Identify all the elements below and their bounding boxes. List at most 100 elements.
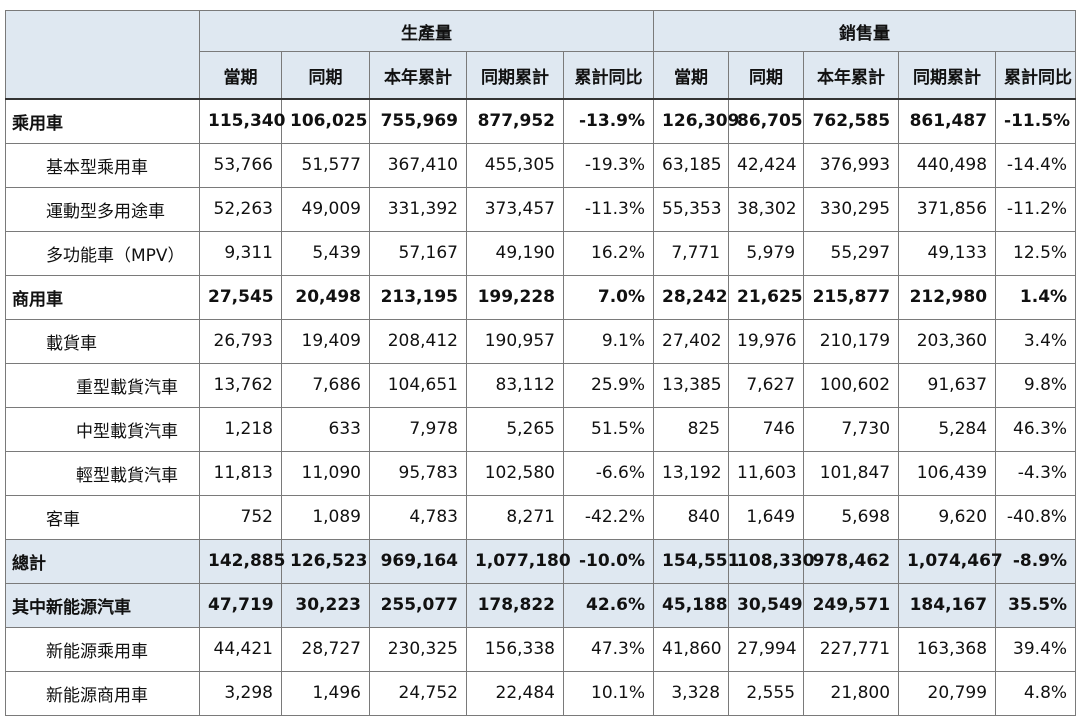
sales-cell: 1,649 (728, 494, 805, 540)
table-row: 總計 142,885 126,523 969,164 1,077,180 -10.0% 15… (5, 538, 1077, 584)
production-cell: -10.0% (562, 538, 655, 584)
sales-cell: 227,771 (803, 626, 900, 672)
col-header: 同期 (728, 51, 805, 100)
sales-cell: 21,800 (803, 670, 900, 716)
production-cell: 13,762 (199, 362, 282, 408)
sales-cell: 1,074,467 (898, 538, 1003, 584)
col-header: 同期累計 (898, 51, 997, 100)
sales-header: 銷售量 (653, 10, 1077, 52)
production-cell: 52,263 (199, 186, 282, 232)
production-cell: 26,793 (199, 318, 282, 364)
sales-cell: 371,856 (898, 186, 997, 232)
production-cell: 19,409 (281, 318, 370, 364)
sales-cell: 20,799 (898, 670, 997, 716)
production-cell: 9.1% (562, 318, 655, 364)
production-cell: 1,218 (199, 406, 282, 452)
production-cell: 49,190 (466, 230, 564, 276)
production-cell: -19.3% (562, 142, 655, 188)
row-label: 重型載貨汽車 (5, 362, 200, 408)
sales-cell: -4.3% (995, 450, 1077, 496)
table-row: 重型載貨汽車 13,762 7,686 104,651 83,112 25.9% 13,38… (5, 362, 1077, 408)
sales-cell: 9.8% (995, 362, 1077, 408)
production-header: 生產量 (198, 10, 655, 52)
production-cell: 9,311 (199, 230, 282, 276)
production-cell: 190,957 (466, 318, 564, 364)
col-header: 累計同比 (562, 51, 655, 100)
table-row: 多功能車（MPV） 9,311 5,439 57,167 49,190 16.2% 7,77… (5, 230, 1077, 276)
table-row: 基本型乘用車 53,766 51,577 367,410 455,305 -19.3% 63… (5, 142, 1077, 188)
production-cell: 208,412 (369, 318, 467, 364)
sales-cell: 978,462 (803, 538, 900, 584)
col-header: 本年累計 (803, 51, 900, 100)
production-cell: 178,822 (466, 582, 564, 628)
sales-cell: 5,698 (803, 494, 900, 540)
production-cell: 10.1% (562, 670, 655, 716)
sales-cell: 13,192 (653, 450, 730, 496)
production-cell: -42.2% (562, 494, 655, 540)
production-cell: 7,978 (369, 406, 467, 452)
production-cell: 1,077,180 (466, 538, 571, 584)
sales-cell: 210,179 (803, 318, 900, 364)
production-cell: 373,457 (466, 186, 564, 232)
sales-cell: 30,549 (728, 582, 805, 628)
row-label: 商用車 (5, 274, 200, 320)
production-cell: 331,392 (369, 186, 467, 232)
sales-cell: 5,284 (898, 406, 997, 452)
sales-cell: 38,302 (728, 186, 805, 232)
production-cell: 755,969 (369, 98, 467, 144)
production-cell: 5,439 (281, 230, 370, 276)
table-row: 新能源乘用車 44,421 28,727 230,325 156,338 47.3% 41,… (5, 626, 1077, 672)
production-cell: 455,305 (466, 142, 564, 188)
sales-cell: 91,637 (898, 362, 997, 408)
sales-cell: 249,571 (803, 582, 900, 628)
production-cell: 115,340 (199, 98, 285, 144)
production-cell: -13.9% (562, 98, 655, 144)
group-header-row: 生產量 銷售量 (5, 10, 1077, 100)
sales-cell: 376,993 (803, 142, 900, 188)
sales-cell: 5,979 (728, 230, 805, 276)
sales-cell: 12.5% (995, 230, 1077, 276)
sales-cell: 35.5% (995, 582, 1077, 628)
production-cell: 20,498 (281, 274, 370, 320)
sales-cell: -14.4% (995, 142, 1077, 188)
table-row: 商用車 27,545 20,498 213,195 199,228 7.0% 28,242 2… (5, 274, 1077, 320)
sales-cell: 840 (653, 494, 730, 540)
sales-cell: 154,551 (653, 538, 739, 584)
production-cell: 199,228 (466, 274, 564, 320)
sales-cell: 3.4% (995, 318, 1077, 364)
production-cell: 633 (281, 406, 370, 452)
row-label: 運動型多用途車 (5, 186, 200, 232)
sales-cell: -11.5% (995, 98, 1077, 144)
sales-cell: 746 (728, 406, 805, 452)
production-cell: 27,545 (199, 274, 282, 320)
row-label: 多功能車（MPV） (5, 230, 200, 276)
production-cell: 11,813 (199, 450, 282, 496)
corner-cell (5, 10, 200, 100)
row-label: 中型載貨汽車 (5, 406, 200, 452)
production-cell: 24,752 (369, 670, 467, 716)
production-cell: 752 (199, 494, 282, 540)
sales-cell: 184,167 (898, 582, 997, 628)
sales-cell: 28,242 (653, 274, 730, 320)
sales-cell: 101,847 (803, 450, 900, 496)
sales-cell: 7,771 (653, 230, 730, 276)
sales-cell: 440,498 (898, 142, 997, 188)
sales-cell: 100,602 (803, 362, 900, 408)
col-header: 同期累計 (466, 51, 564, 100)
production-cell: 47,719 (199, 582, 282, 628)
production-cell: 156,338 (466, 626, 564, 672)
production-cell: 47.3% (562, 626, 655, 672)
row-label: 載貨車 (5, 318, 200, 364)
sales-cell: 13,385 (653, 362, 730, 408)
table-row: 客車 752 1,089 4,783 8,271 -42.2% 840 1,649 5,698 9… (5, 494, 1077, 540)
production-cell: 255,077 (369, 582, 467, 628)
production-cell: 7,686 (281, 362, 370, 408)
row-label: 乘用車 (5, 98, 200, 144)
sales-cell: 203,360 (898, 318, 997, 364)
row-label: 其中新能源汽車 (5, 582, 200, 628)
table-row: 乘用車 115,340 106,025 755,969 877,952 -13.9% 126… (5, 98, 1077, 144)
sales-cell: 9,620 (898, 494, 997, 540)
sales-cell: 27,994 (728, 626, 805, 672)
sales-cell: 330,295 (803, 186, 900, 232)
table-row: 其中新能源汽車 47,719 30,223 255,077 178,822 42.6% 45… (5, 582, 1077, 628)
